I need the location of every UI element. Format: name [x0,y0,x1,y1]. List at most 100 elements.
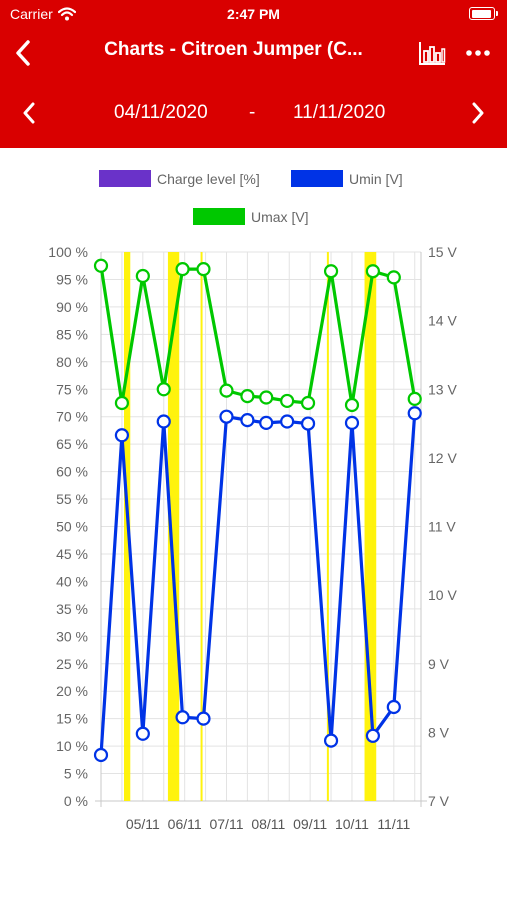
y-left-tick-label: 50 % [56,519,88,535]
data-point [386,699,401,715]
legend-item-charge[interactable]: Charge level [%] [99,170,260,187]
chart-area: Charge level [%] Umin [V] Umax [V] 0 % 5 … [0,148,507,900]
data-point [219,409,234,424]
data-point [280,414,295,429]
data-point [280,393,295,409]
y-left-tick-label: 95 % [56,271,88,287]
y-left-tick-label: 45 % [56,546,88,562]
end-date[interactable]: 11/11/2020 [293,102,386,123]
data-point [386,270,401,285]
y-left-tick-label: 40 % [56,573,88,589]
x-tick-label: 05/11 [126,816,160,832]
back-button[interactable] [6,36,40,70]
date-separator: - [249,102,256,123]
series-line [99,413,417,756]
page-title: Charts - Citroen Jumper (C... [104,39,363,60]
data-point [175,262,190,277]
y-left-tick-label: 55 % [56,491,88,507]
y-right-tick-label: 15 V [428,244,457,260]
data-point [135,268,150,284]
legend-swatch-umin [291,170,343,187]
data-point [93,258,109,273]
data-point [93,747,109,763]
y-left-tick-label: 90 % [56,299,88,315]
carrier-label: Carrier [10,6,53,22]
legend-label-charge: Charge level [%] [157,170,260,187]
data-point [156,414,171,429]
date-range-bar: 04/11/2020 - 11/11/2020 [0,88,507,138]
chart-type-button[interactable] [415,36,449,70]
data-point [300,395,316,411]
wifi-icon [57,7,76,21]
y-left-tick-label: 10 % [56,738,88,754]
y-left-tick-label: 20 % [56,683,88,699]
battery-fill [471,9,491,18]
data-point [156,382,171,397]
data-point [365,728,380,743]
x-tick-label: 06/11 [168,816,202,832]
y-left-tick-label: 100 % [48,244,88,260]
data-point [323,264,339,279]
y-left-tick-label: 35 % [56,601,88,617]
next-period-button[interactable] [461,96,495,130]
data-point [240,413,255,428]
chevron-left-icon [23,102,35,124]
data-point [300,416,316,431]
x-tick-label: 09/11 [293,816,327,832]
chevron-left-icon [16,40,30,66]
data-point [407,406,422,421]
event-band [200,252,203,801]
y-left-tick-label: 65 % [56,436,88,452]
data-point [135,726,150,741]
legend-item-umax[interactable]: Umax [V] [193,208,309,225]
legend-label-umax: Umax [V] [251,208,309,225]
y-right-tick-label: 11 V [428,519,456,535]
y-right-tick-label: 12 V [428,450,457,466]
data-point [344,397,360,413]
legend-swatch-umax [193,208,245,225]
y-right-tick-label: 7 V [428,793,450,809]
data-point [344,415,360,430]
x-tick-label: 11/11 [377,816,410,832]
navigation-bar: Charts - Citroen Jumper (C... [0,28,507,78]
y-right-tick-label: 14 V [428,313,457,329]
data-point [259,415,274,430]
data-point [219,383,234,398]
x-tick-label: 08/11 [251,816,285,832]
carrier-info: Carrier [10,6,76,22]
data-point [407,391,422,406]
y-left-tick-label: 5 % [64,766,88,782]
data-point [323,733,339,748]
legend-item-umin[interactable]: Umin [V] [291,170,403,187]
status-bar: Carrier 2:47 PM [0,0,507,28]
legend-label-umin: Umin [V] [349,170,403,187]
line-chart: 0 % 5 % 10 % 15 % 20 % 25 % 30 % 35 % 40 % 45 % 50… [48,244,457,832]
y-right-tick-label: 13 V [428,381,457,397]
battery-icon [469,7,498,20]
app-header: Carrier 2:47 PM Charts - Citroen Jumper … [0,0,507,148]
y-left-tick-label: 25 % [56,656,88,672]
y-right-tick-label: 9 V [428,656,450,672]
bar-chart-icon [419,42,446,65]
y-left-tick-label: 0 % [64,793,88,809]
more-options-button[interactable] [461,36,495,70]
start-date[interactable]: 04/11/2020 [114,102,208,123]
chevron-right-icon [472,102,484,124]
event-band [167,252,180,801]
event-band [326,252,329,801]
y-left-tick-label: 30 % [56,628,88,644]
data-point [196,711,211,726]
y-left-tick-label: 80 % [56,354,88,370]
event-band [364,252,377,801]
data-point [175,710,190,725]
data-point [114,395,130,411]
y-right-tick-label: 10 V [428,587,457,603]
x-tick-label: 07/11 [209,816,243,832]
data-point [365,264,380,279]
y-left-tick-label: 70 % [56,409,88,425]
y-left-tick-label: 60 % [56,464,88,480]
legend-swatch-charge [99,170,151,187]
previous-period-button[interactable] [12,96,46,130]
series-line [99,265,417,407]
y-left-tick-label: 15 % [56,711,88,727]
